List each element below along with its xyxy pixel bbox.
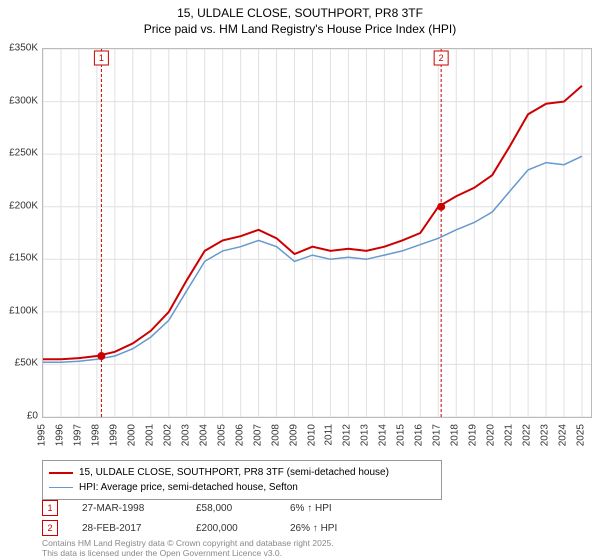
title-subtitle: Price paid vs. HM Land Registry's House … (0, 22, 600, 38)
sale-pct-2: 26% ↑ HPI (290, 523, 370, 534)
sale-price-1: £58,000 (196, 503, 266, 514)
x-axis-labels: 1995199619971998199920002001200220032004… (42, 420, 592, 460)
legend-swatch-price (49, 472, 73, 474)
svg-text:1: 1 (99, 53, 104, 63)
sale-date-1: 27-MAR-1998 (82, 503, 172, 514)
chart-svg: 12 (43, 49, 591, 417)
sale-badge-1: 1 (42, 500, 58, 516)
y-axis-labels: £0£50K£100K£150K£200K£250K£300K£350K (0, 48, 40, 418)
legend-row-price: 15, ULDALE CLOSE, SOUTHPORT, PR8 3TF (se… (49, 465, 435, 480)
footer-line1: Contains HM Land Registry data © Crown c… (42, 538, 334, 548)
sale-pct-1: 6% ↑ HPI (290, 503, 370, 514)
title-address: 15, ULDALE CLOSE, SOUTHPORT, PR8 3TF (0, 6, 600, 22)
footer: Contains HM Land Registry data © Crown c… (42, 538, 334, 558)
legend-row-hpi: HPI: Average price, semi-detached house,… (49, 480, 435, 495)
sale-badge-2: 2 (42, 520, 58, 536)
sale-date-2: 28-FEB-2017 (82, 523, 172, 534)
svg-text:2: 2 (439, 53, 444, 63)
footer-line2: This data is licensed under the Open Gov… (42, 548, 334, 558)
sale-row-1: 1 27-MAR-1998 £58,000 6% ↑ HPI (42, 500, 370, 516)
chart-container: 15, ULDALE CLOSE, SOUTHPORT, PR8 3TF Pri… (0, 0, 600, 560)
legend-swatch-hpi (49, 487, 73, 488)
sale-rows: 1 27-MAR-1998 £58,000 6% ↑ HPI 2 28-FEB-… (42, 500, 370, 540)
title-block: 15, ULDALE CLOSE, SOUTHPORT, PR8 3TF Pri… (0, 0, 600, 37)
sale-price-2: £200,000 (196, 523, 266, 534)
sale-row-2: 2 28-FEB-2017 £200,000 26% ↑ HPI (42, 520, 370, 536)
legend-label-price: 15, ULDALE CLOSE, SOUTHPORT, PR8 3TF (se… (79, 465, 389, 480)
chart-area: 12 (42, 48, 592, 418)
legend-label-hpi: HPI: Average price, semi-detached house,… (79, 480, 298, 495)
legend: 15, ULDALE CLOSE, SOUTHPORT, PR8 3TF (se… (42, 460, 442, 500)
